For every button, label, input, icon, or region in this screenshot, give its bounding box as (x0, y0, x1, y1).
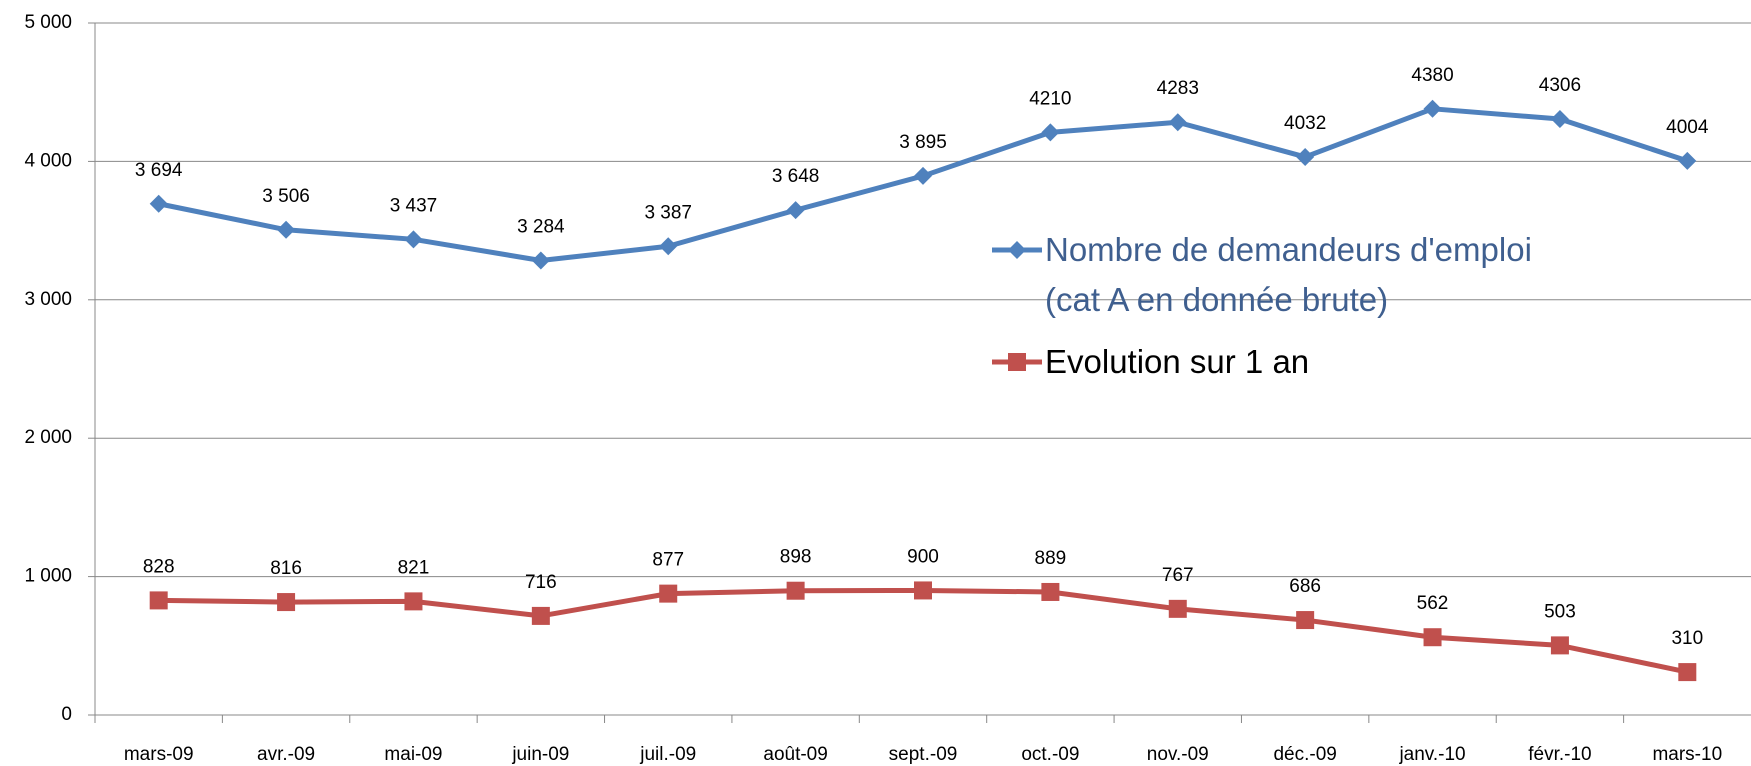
marker (1168, 113, 1187, 132)
y-tick-label: 2 000 (24, 427, 72, 448)
marker (1041, 123, 1060, 142)
x-tick-label: mars-09 (124, 744, 194, 765)
x-tick-label: juil.-09 (639, 744, 696, 765)
data-label: 821 (398, 557, 430, 578)
marker (1296, 147, 1315, 166)
series-line (158, 587, 1688, 675)
data-label: 4210 (1029, 88, 1071, 109)
x-tick-label: sept.-09 (889, 744, 958, 765)
marker (1008, 353, 1026, 371)
data-label: 898 (780, 547, 812, 568)
legend-icon (992, 353, 1042, 371)
data-label: 828 (143, 556, 175, 577)
x-tick-label: déc.-09 (1273, 744, 1336, 765)
marker (786, 201, 805, 220)
data-label: 716 (525, 572, 557, 593)
y-tick-label: 1 000 (24, 566, 72, 587)
data-label: 3 895 (899, 132, 947, 153)
data-label: 889 (1035, 548, 1067, 569)
data-label: 4283 (1157, 78, 1199, 99)
marker (659, 584, 678, 603)
x-tick-label: juin-09 (511, 744, 569, 765)
y-tick-label: 5 000 (24, 12, 72, 33)
marker (277, 593, 296, 612)
legend-label: Nombre de demandeurs d'emploi (cat A en … (1045, 231, 1532, 318)
marker (1296, 611, 1315, 630)
data-label: 3 694 (135, 160, 183, 181)
x-tick-label: août-09 (763, 744, 827, 765)
marker (1423, 99, 1442, 118)
legend: Nombre de demandeurs d'emploi (cat A en … (990, 225, 1590, 399)
data-label: 503 (1544, 601, 1576, 622)
data-label: 3 284 (517, 217, 565, 238)
data-label: 4380 (1411, 65, 1453, 86)
data-label: 4004 (1666, 117, 1709, 138)
legend-label: Evolution sur 1 an (1045, 343, 1310, 380)
x-tick-label: nov.-09 (1147, 744, 1209, 765)
marker (404, 592, 423, 611)
marker (914, 581, 932, 600)
data-label: 767 (1162, 565, 1194, 586)
marker (149, 194, 168, 213)
marker (531, 251, 550, 270)
x-tick-label: avr.-09 (257, 744, 315, 765)
y-tick-label: 3 000 (24, 289, 72, 310)
data-label: 877 (652, 550, 684, 571)
y-tick-label: 0 (61, 704, 72, 725)
marker (659, 237, 678, 256)
data-label: 3 437 (390, 195, 438, 216)
marker (1423, 628, 1442, 647)
x-tick-label: mars-10 (1652, 744, 1722, 765)
marker (1008, 241, 1026, 259)
marker (277, 220, 296, 239)
marker (914, 166, 932, 185)
legend-item: Nombre de demandeurs d'emploi (cat A en … (990, 225, 1590, 325)
data-label: 4032 (1284, 113, 1326, 134)
x-tick-label: mai-09 (384, 744, 442, 765)
data-label: 3 506 (262, 186, 310, 207)
marker (1041, 582, 1060, 601)
x-tick-label: janv.-10 (1398, 744, 1465, 765)
data-label: 562 (1417, 593, 1449, 614)
x-tick-label: oct.-09 (1021, 744, 1079, 765)
marker (1678, 663, 1697, 682)
data-label: 816 (270, 558, 302, 579)
marker (1550, 636, 1569, 655)
data-label: 900 (907, 546, 939, 567)
marker (1550, 110, 1569, 129)
data-label: 686 (1289, 576, 1321, 597)
data-label: 3 648 (772, 166, 820, 187)
y-tick-label: 4 000 (24, 150, 72, 171)
x-tick-label: févr.-10 (1528, 744, 1591, 765)
marker (786, 581, 805, 600)
marker (404, 230, 423, 249)
data-label: 4306 (1539, 75, 1581, 96)
data-label: 3 387 (644, 202, 692, 223)
marker (1168, 599, 1187, 618)
data-label: 310 (1671, 628, 1703, 649)
legend-icon (992, 241, 1042, 259)
marker (149, 591, 168, 610)
marker (1678, 151, 1697, 170)
legend-item: Evolution sur 1 an (990, 337, 1590, 387)
marker (531, 606, 550, 625)
